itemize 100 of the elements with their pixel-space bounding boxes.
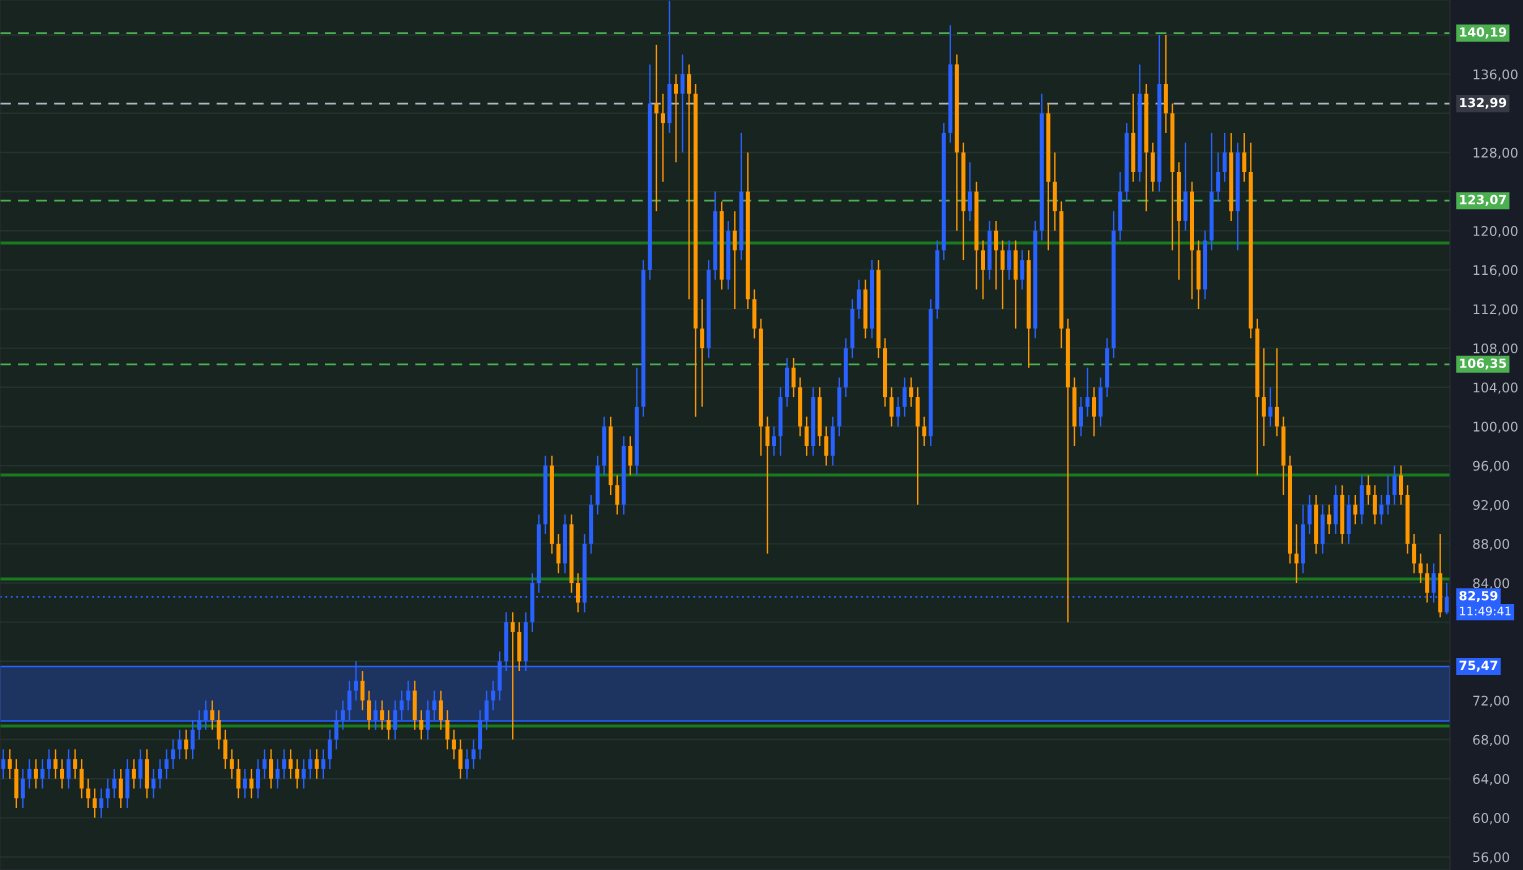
- y-tick-label: 92,00: [1473, 499, 1510, 512]
- candlestick: [1425, 562, 1430, 604]
- candlestick: [1418, 552, 1423, 584]
- candlestick: [471, 738, 476, 770]
- candlestick: [576, 572, 581, 614]
- candlestick: [491, 680, 496, 711]
- candlestick: [1412, 533, 1417, 574]
- candlestick: [994, 220, 999, 291]
- candlestick: [262, 748, 267, 780]
- candlestick: [464, 748, 470, 780]
- candlestick: [1274, 347, 1279, 437]
- y-tick-label: 64,00: [1473, 773, 1510, 786]
- candlestick: [92, 787, 97, 819]
- ref-line-label: 132,99: [1460, 97, 1507, 109]
- candlestick: [308, 748, 313, 780]
- y-tick-label: 112,00: [1473, 304, 1518, 316]
- y-tick-label: 136,00: [1473, 69, 1518, 81]
- candlestick: [105, 778, 110, 809]
- candlestick: [980, 239, 986, 300]
- candlestick: [1372, 484, 1377, 525]
- candlestick: [856, 278, 861, 320]
- candlestick: [327, 729, 332, 770]
- candlestick: [46, 748, 52, 780]
- candlestick: [131, 758, 136, 790]
- band-label: 75,47: [1459, 660, 1498, 672]
- candlestick: [177, 729, 182, 760]
- candlestick: [765, 415, 770, 555]
- y-tick-label: 60,00: [1473, 813, 1510, 825]
- candlestick: [7, 748, 12, 780]
- candlestick: [321, 748, 326, 780]
- candlestick: [615, 474, 620, 516]
- candlestick: [771, 425, 777, 457]
- candlestick: [33, 758, 38, 790]
- candlestick: [1392, 464, 1397, 506]
- candlestick: [223, 729, 228, 770]
- candlestick: [1327, 504, 1332, 535]
- candlestick: [654, 44, 659, 212]
- y-tick-label: 108,00: [1473, 343, 1518, 355]
- candlestick: [1366, 474, 1371, 506]
- candlestick: [112, 768, 117, 799]
- candlestick: [288, 748, 293, 780]
- candlestick: [1092, 386, 1097, 437]
- candlestick: [99, 787, 104, 819]
- candlestick: [1268, 386, 1273, 428]
- candlestick: [73, 748, 78, 780]
- candlestick: [804, 415, 809, 457]
- candlestick: [301, 758, 306, 790]
- candlestick: [889, 386, 894, 428]
- candlestick: [66, 748, 71, 790]
- candlestick: [151, 768, 156, 799]
- candlestick: [1353, 494, 1358, 525]
- candlestick: [79, 758, 84, 799]
- candlestick: [1398, 464, 1404, 506]
- candlestick: [1242, 132, 1247, 183]
- y-tick-label: 104,00: [1473, 382, 1518, 394]
- y-tick-label: 96,00: [1473, 460, 1510, 473]
- candlestick: [419, 709, 424, 741]
- candlestick: [367, 689, 372, 731]
- candlestick: [1, 748, 6, 780]
- candlestick: [824, 425, 829, 467]
- candlestick: [1020, 249, 1025, 291]
- candlestick: [138, 748, 143, 790]
- candlestick: [242, 768, 247, 799]
- y-tick-label: 100,00: [1473, 421, 1518, 433]
- candlestick: [20, 768, 25, 809]
- candlestick: [229, 748, 234, 780]
- y-tick-label: 116,00: [1473, 265, 1518, 277]
- candlestick: [791, 357, 796, 398]
- candlestick: [282, 748, 287, 780]
- candlestick: [628, 435, 633, 477]
- candlestick: [60, 758, 65, 790]
- ref-line-label: 123,07: [1460, 194, 1506, 206]
- candlestick: [1222, 132, 1227, 183]
- candlestick: [118, 768, 123, 809]
- candlestick: [680, 53, 685, 154]
- candlestick: [249, 768, 254, 799]
- candlestick: [732, 210, 737, 310]
- candlestick: [158, 758, 163, 790]
- y-tick-label: 72,00: [1473, 695, 1510, 707]
- candlestick: [269, 748, 274, 790]
- candlestick: [458, 738, 463, 780]
- candlestick: [967, 161, 972, 222]
- y-tick-label: 84,00: [1473, 578, 1510, 590]
- candlestick: [1000, 239, 1005, 310]
- y-tick-label: 56,00: [1473, 852, 1510, 864]
- y-tick-label: 88,00: [1473, 539, 1510, 551]
- candlestick: [451, 729, 456, 760]
- candlestick: [184, 729, 189, 760]
- candlestick: [700, 298, 705, 408]
- candlestick: [314, 748, 319, 780]
- candlestick: [660, 93, 665, 183]
- candlestick: [406, 680, 411, 711]
- candlestick: [673, 73, 679, 163]
- candlestick: [1307, 494, 1312, 535]
- candlestick: [510, 611, 515, 741]
- y-tick-label: 68,00: [1473, 734, 1510, 747]
- candlestick: [687, 63, 692, 300]
- candlestick: [295, 758, 300, 790]
- candlestick: [922, 415, 927, 447]
- candlestick: [380, 699, 385, 731]
